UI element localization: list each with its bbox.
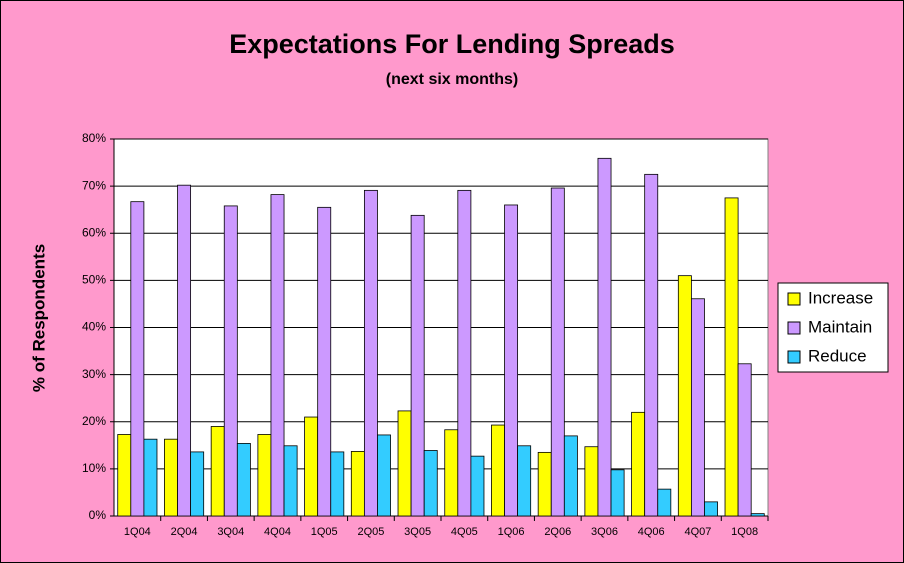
bar (423, 450, 438, 517)
legend-swatch (787, 350, 801, 364)
bar (597, 157, 612, 517)
bar (657, 488, 672, 517)
bar (444, 429, 459, 517)
bar (704, 501, 718, 517)
y-axis-label: % of Respondents (29, 244, 48, 392)
bar (330, 451, 345, 517)
bar (750, 513, 765, 517)
x-tick-label: 2Q06 (544, 526, 571, 538)
bar (117, 434, 132, 517)
x-tick-label: 1Q06 (498, 526, 525, 538)
x-tick-label: 4Q04 (264, 526, 291, 538)
x-tick-label: 2Q04 (171, 526, 198, 538)
y-tick-label: 0% (89, 508, 107, 522)
y-tick-label: 50% (82, 273, 106, 287)
x-tick-label: 1Q05 (311, 526, 338, 538)
y-tick-label: 10% (82, 461, 106, 475)
bar (210, 426, 225, 517)
bar (631, 411, 646, 517)
bar (470, 455, 485, 517)
x-tick-label: 1Q08 (731, 526, 758, 538)
bar (644, 173, 659, 517)
bar (177, 184, 192, 517)
bar (491, 424, 505, 517)
bar (517, 445, 532, 517)
x-tick-label: 4Q05 (451, 526, 478, 538)
x-tick-label: 3Q06 (591, 526, 618, 538)
bar (690, 298, 705, 517)
y-tick-label: 80% (82, 131, 106, 145)
bar (350, 451, 365, 517)
bar (164, 438, 178, 517)
bar (584, 446, 599, 517)
bar (550, 187, 565, 517)
x-tick-label: 2Q05 (357, 526, 384, 538)
bar (304, 416, 319, 517)
legend-swatch (787, 321, 801, 335)
bar (610, 469, 625, 517)
legend-swatch (787, 292, 801, 306)
bar (270, 194, 285, 517)
bar (737, 363, 752, 517)
bar (457, 189, 472, 517)
bar (563, 435, 578, 517)
y-tick-label: 30% (82, 367, 106, 381)
x-tick-label: 4Q06 (638, 526, 665, 538)
bar (236, 443, 251, 517)
legend-label: Reduce (808, 346, 867, 365)
bar (190, 451, 205, 517)
bar (397, 410, 412, 517)
bar (410, 214, 425, 517)
legend-label: Increase (808, 288, 873, 307)
bar (377, 434, 391, 517)
bar (130, 201, 145, 517)
x-tick-label: 4Q07 (684, 526, 711, 538)
y-tick-label: 40% (82, 320, 106, 334)
chart-subtitle: (next six months) (386, 71, 518, 88)
bar (537, 451, 552, 517)
legend-label: Maintain (808, 317, 872, 336)
bar (724, 197, 739, 517)
bar (143, 438, 158, 517)
x-tick-label: 1Q04 (124, 526, 151, 538)
bar (223, 205, 238, 517)
y-tick-label: 20% (82, 414, 106, 428)
bar (504, 204, 519, 517)
chart-title: Expectations For Lending Spreads (229, 29, 675, 59)
x-tick-label: 3Q05 (404, 526, 431, 538)
bar (257, 434, 272, 517)
x-tick-label: 3Q04 (217, 526, 244, 538)
bar (317, 206, 332, 517)
y-tick-label: 60% (82, 225, 106, 239)
bar (677, 275, 692, 517)
bar (283, 445, 298, 517)
bar (363, 189, 378, 517)
y-tick-label: 70% (82, 178, 106, 192)
